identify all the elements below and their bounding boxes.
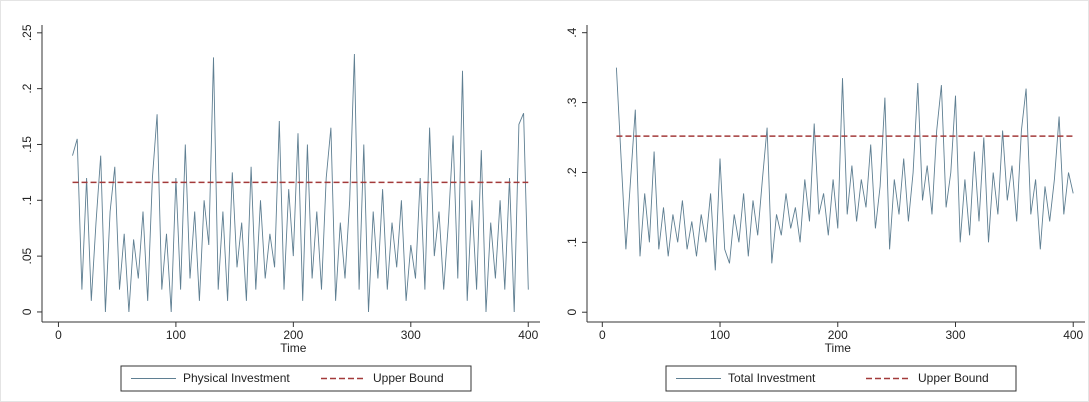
y-tick-label: 0 xyxy=(565,309,579,316)
x-axis-title: Time xyxy=(280,341,307,355)
x-tick-label: 0 xyxy=(55,328,62,342)
legend-box xyxy=(120,365,472,392)
y-tick-label: .2 xyxy=(565,167,579,177)
y-tick-label: .1 xyxy=(20,195,34,205)
y-tick-label: .1 xyxy=(565,237,579,247)
series-line xyxy=(615,67,1074,271)
legend-label: Upper Bound xyxy=(918,371,989,385)
y-tick-label: .2 xyxy=(20,83,34,93)
x-tick-label: 200 xyxy=(828,328,848,342)
x-tick-label: 300 xyxy=(945,328,965,342)
y-tick-label: .05 xyxy=(20,247,34,264)
x-tick-label: 400 xyxy=(1063,328,1083,342)
legend-box xyxy=(665,365,1017,392)
x-tick-label: 100 xyxy=(166,328,186,342)
y-tick-label: .25 xyxy=(20,24,34,41)
y-tick-label: .15 xyxy=(20,136,34,153)
y-tick-label: .3 xyxy=(565,97,579,107)
series-line xyxy=(72,53,529,313)
y-tick-label: 0 xyxy=(20,308,34,315)
legend-label: Physical Investment xyxy=(183,371,290,385)
x-tick-label: 100 xyxy=(710,328,730,342)
x-tick-label: 200 xyxy=(283,328,303,342)
y-tick-label: .4 xyxy=(565,27,579,37)
x-tick-label: 0 xyxy=(599,328,606,342)
x-tick-label: 400 xyxy=(518,328,538,342)
legend-label: Total Investment xyxy=(728,371,816,385)
legend-label: Upper Bound xyxy=(373,371,444,385)
x-tick-label: 300 xyxy=(401,328,421,342)
x-axis-title: Time xyxy=(825,341,852,355)
